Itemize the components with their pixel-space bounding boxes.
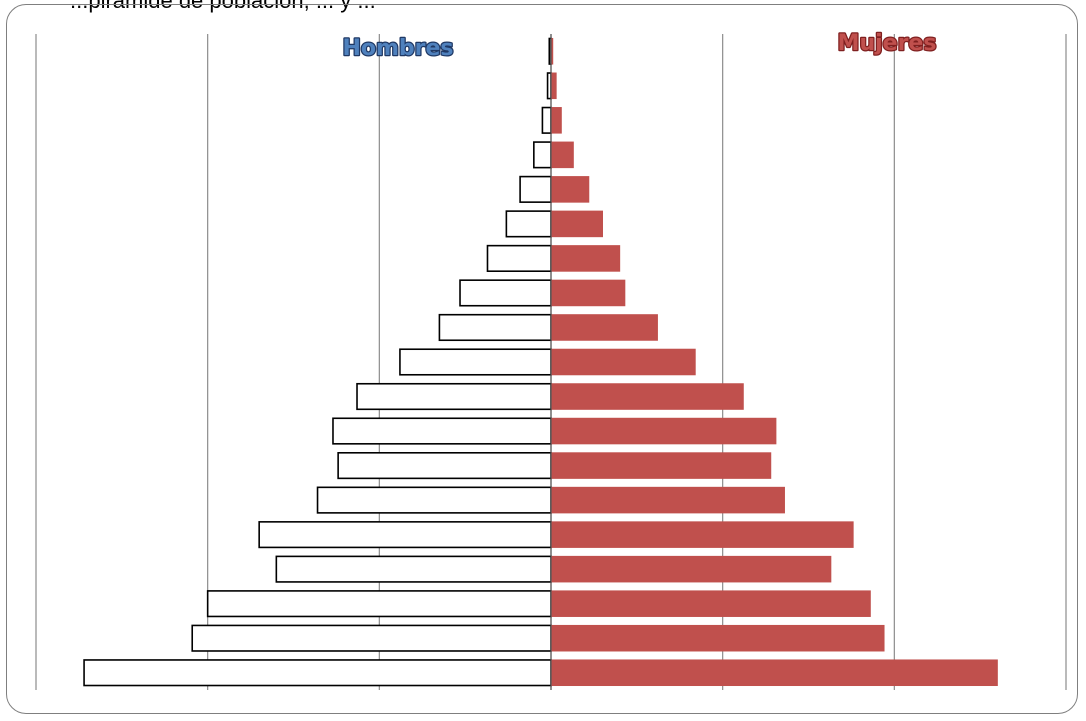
bar-mujeres-5 [550, 486, 785, 514]
bar-mujeres-3 [550, 555, 832, 583]
bar-mujeres-13 [550, 210, 603, 238]
bar-hombres-11 [459, 279, 552, 307]
bar-mujeres-17 [550, 72, 557, 100]
bar-hombres-10 [438, 313, 552, 342]
chart-frame [6, 4, 1078, 714]
bar-mujeres-4 [550, 521, 854, 548]
bar-mujeres-1 [550, 624, 885, 652]
bar-hombres-3 [275, 555, 552, 583]
bar-hombres-15 [533, 141, 552, 169]
bar-mujeres-2 [550, 590, 871, 617]
bar-hombres-8 [356, 382, 552, 411]
bar-hombres-0 [83, 659, 552, 687]
bar-hombres-12 [486, 244, 552, 272]
bar-hombres-4 [258, 521, 552, 549]
bar-mujeres-0 [550, 659, 998, 687]
bar-mujeres-7 [550, 417, 777, 445]
bar-mujeres-12 [550, 245, 621, 272]
chart-caption: ...pirámide de población, ... y ... [70, 0, 376, 13]
bar-hombres-13 [505, 210, 552, 238]
bar-mujeres-10 [550, 314, 658, 341]
bar-mujeres-6 [550, 452, 772, 479]
bar-hombres-6 [337, 452, 552, 480]
bar-hombres-16 [541, 106, 552, 134]
bar-mujeres-15 [550, 141, 574, 169]
bar-mujeres-14 [550, 176, 590, 203]
bar-hombres-5 [316, 486, 552, 514]
bar-hombres-9 [399, 348, 552, 376]
bars [83, 34, 998, 690]
bar-mujeres-9 [550, 348, 696, 376]
bar-hombres-14 [519, 175, 552, 203]
bar-hombres-1 [191, 624, 552, 652]
bar-mujeres-8 [550, 383, 744, 410]
bar-hombres-7 [332, 417, 552, 445]
bar-mujeres-16 [550, 107, 562, 134]
series-label-hombres: Hombres [342, 36, 453, 61]
bar-hombres-2 [206, 590, 552, 618]
bar-mujeres-11 [550, 279, 626, 307]
series-label-mujeres: Mujeres [838, 31, 937, 56]
